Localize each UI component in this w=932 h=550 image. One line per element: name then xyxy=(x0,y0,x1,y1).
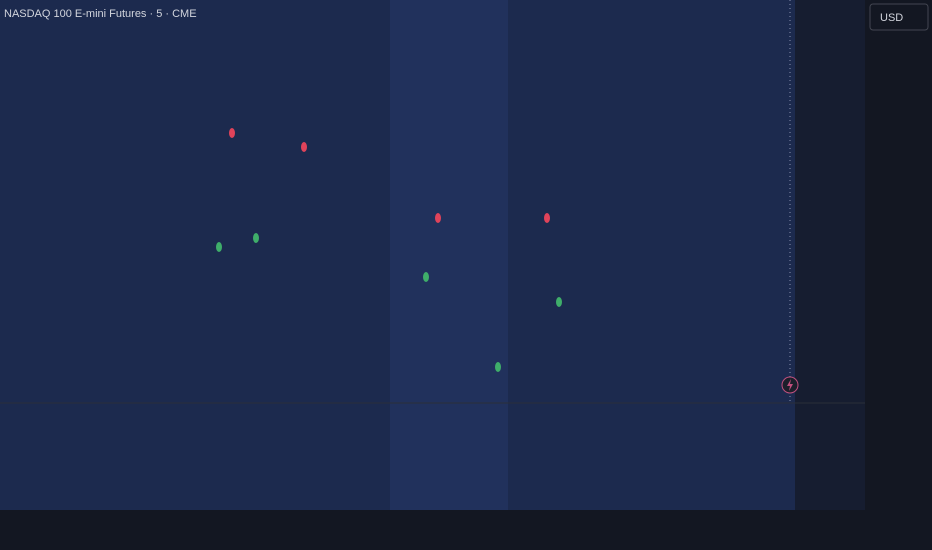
sell-signal xyxy=(544,213,550,223)
buy-signal xyxy=(556,297,562,307)
price-axis xyxy=(865,0,932,510)
sell-signal xyxy=(435,213,441,223)
alert-bolt xyxy=(787,379,793,391)
currency-box[interactable] xyxy=(869,3,929,31)
session-shade xyxy=(390,0,508,510)
signal-markers xyxy=(216,128,562,372)
currency: USD xyxy=(880,12,903,24)
buy-signal xyxy=(216,242,222,252)
buy-signal xyxy=(423,272,429,282)
sell-signal xyxy=(301,142,307,152)
chart-title: NASDAQ 100 E-mini Futures · 5 · CME xyxy=(4,8,197,20)
buy-signal xyxy=(253,233,259,243)
buy-signal xyxy=(495,362,501,372)
sell-signal xyxy=(229,128,235,138)
